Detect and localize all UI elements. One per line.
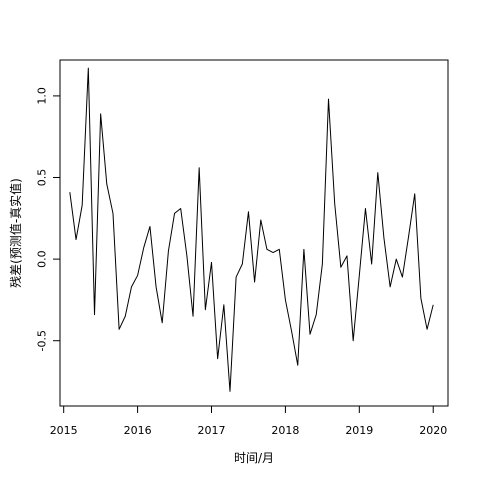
residual-series-line [69, 67, 434, 392]
plot-frame [59, 59, 449, 407]
y-tick-label: -0.5 [36, 330, 49, 351]
x-tick-label: 2015 [50, 424, 78, 437]
x-axis-title: 时间/月 [234, 451, 274, 465]
y-tick-label: 1.0 [36, 87, 49, 105]
y-tick-label: 0.5 [36, 169, 49, 187]
x-tick-label: 2018 [271, 424, 299, 437]
y-axis-title: 残差(预测值-真实值) [8, 178, 23, 288]
x-tick-label: 2019 [345, 424, 373, 437]
x-tick-label: 2020 [419, 424, 447, 437]
x-tick-label: 2017 [198, 424, 226, 437]
y-tick-label: 0.0 [36, 250, 49, 268]
x-tick-label: 2016 [124, 424, 152, 437]
